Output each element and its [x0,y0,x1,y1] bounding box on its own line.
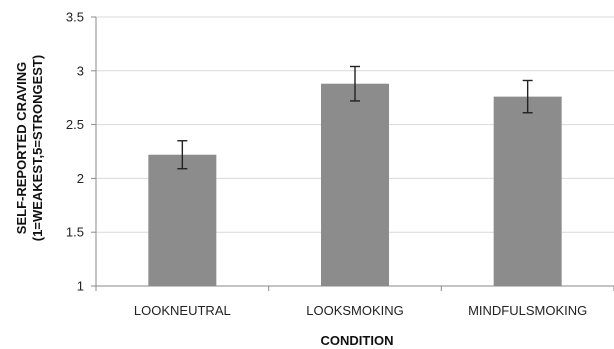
error-bar-lookneutral [177,140,188,170]
error-bar-mindfulsmoking [522,79,533,114]
x-tick-labels: LOOKNEUTRAL LOOKSMOKING MINDFULSMOKING [134,303,587,318]
y-tick-label: 1 [77,279,84,294]
x-axis-title: CONDITION [321,333,394,348]
x-tick-label: LOOKNEUTRAL [134,303,231,318]
error-bars [177,65,533,170]
y-axis-title-line2: (1=WEAKEST,5=STRONGEST) [30,55,45,241]
y-axis-title-group: SELF-REPORTED CRAVING (1=WEAKEST,5=STRON… [14,55,45,241]
error-bar-looksmoking [350,65,360,102]
bar-looksmoking [321,83,389,286]
y-tick-label: 1.5 [66,225,84,240]
y-tick-labels: 1 1.5 2 2.5 3 3.5 [66,10,84,294]
y-tick-label: 2 [77,171,84,186]
x-tick-label: LOOKSMOKING [306,303,404,318]
y-axis-title-line1: SELF-REPORTED CRAVING [14,62,29,234]
bars [148,83,562,287]
axes [91,16,614,291]
bar-lookneutral [148,154,217,286]
y-tick-label: 2.5 [66,117,84,132]
y-tick-label: 3 [77,63,84,78]
y-tick-label: 3.5 [66,10,84,25]
bar-mindfulsmoking [493,96,562,287]
x-tick-label: MINDFULSMOKING [468,303,587,318]
